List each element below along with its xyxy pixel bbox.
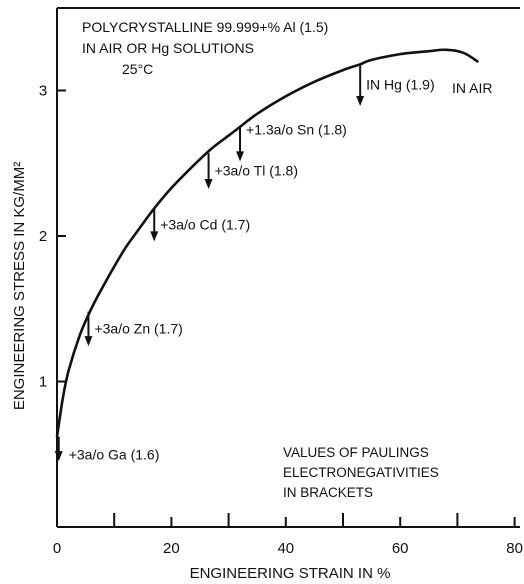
drop-label: +3a/o Ga (1.6): [69, 446, 160, 462]
drops-layer: +3a/o Ga (1.6) +3a/o Zn (1.7) +3a/o Cd (1.…: [54, 64, 435, 462]
y-tick-label: 2: [39, 228, 47, 245]
drop-label: +3a/o Zn (1.7): [94, 320, 182, 336]
x-axis-ticks: 0 20 40 60 80: [53, 513, 523, 557]
drop-arrow-head: [54, 451, 63, 462]
y-tick-label: 1: [39, 374, 47, 391]
drop-arrow-head: [84, 336, 93, 347]
drop-label: +3a/o Tl (1.8): [215, 163, 298, 179]
x-tick-label: 40: [277, 540, 294, 557]
drop-arrow-group: +3a/o Cd (1.7): [150, 208, 250, 242]
annotation-line-2: ELECTRONEGATIVITIES: [283, 465, 439, 480]
drop-arrow-group: +3a/o Tl (1.8): [204, 153, 298, 189]
title-line-2: IN AIR OR Hg SOLUTIONS: [82, 40, 254, 56]
x-tick-label: 80: [506, 540, 523, 557]
drop-arrow-group: +1.3a/o Sn (1.8): [236, 122, 347, 162]
drop-label: IN Hg (1.9): [366, 77, 434, 93]
curve-label: IN AIR: [452, 80, 492, 96]
y-axis-ticks: 1 2 3: [39, 83, 66, 391]
drop-arrow-group: +3a/o Zn (1.7): [84, 311, 183, 347]
annotation-line-1: VALUES OF PAULINGS: [283, 445, 429, 460]
x-axis-label: ENGINEERING STRAIN IN %: [190, 565, 391, 582]
title-line-3: 25°C: [122, 61, 153, 77]
annotation-line-3: IN BRACKETS: [283, 485, 373, 500]
drop-arrow-group: IN Hg (1.9): [356, 64, 435, 107]
title-line-1: POLYCRYSTALLINE 99.999+% Al (1.5): [82, 19, 328, 35]
x-tick-label: 20: [163, 540, 180, 557]
drop-arrow-head: [236, 151, 245, 162]
drop-label: +1.3a/o Sn (1.8): [246, 122, 347, 138]
x-tick-label: 60: [392, 540, 409, 557]
curve-in-air: [55, 48, 479, 439]
curve-layer: [55, 48, 479, 439]
drop-arrow-head: [204, 178, 213, 189]
drop-label: +3a/o Cd (1.7): [160, 216, 250, 232]
y-tick-label: 3: [39, 83, 47, 100]
y-axis-label: ENGINEERING STRESS IN KG/MM²: [11, 162, 28, 410]
drop-arrow-head: [150, 231, 159, 242]
drop-arrow-group: +3a/o Ga (1.6): [54, 436, 160, 462]
x-tick-label: 0: [53, 540, 61, 557]
drop-arrow-head: [356, 96, 365, 107]
